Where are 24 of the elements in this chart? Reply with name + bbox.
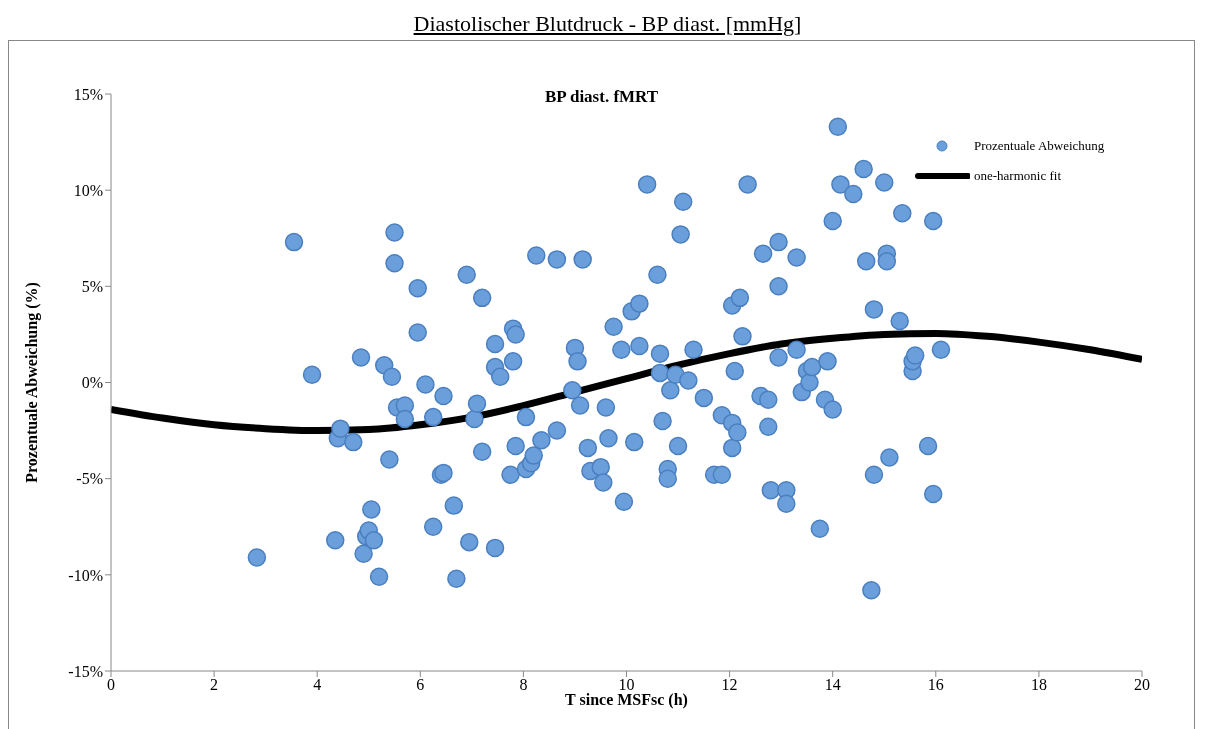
x-tick-label: 6 bbox=[416, 676, 425, 694]
x-tick-label: 2 bbox=[210, 676, 219, 694]
x-tick-label: 12 bbox=[721, 676, 738, 694]
x-tick-label: 0 bbox=[107, 676, 115, 694]
x-tick-label: 18 bbox=[1030, 676, 1047, 694]
y-tick-label: 10% bbox=[73, 181, 103, 199]
y-tick-label: 0% bbox=[81, 374, 103, 392]
legend-label: Prozentuale Abweichung bbox=[974, 138, 1105, 154]
x-tick-label: 14 bbox=[824, 676, 841, 694]
chart-title: Diastolischer Blutdruck - BP diast. [mmHg] bbox=[412, 10, 803, 38]
x-tick-label: 8 bbox=[519, 676, 528, 694]
chart-subtitle: BP diast. fMRT bbox=[544, 87, 659, 106]
x-tick-label: 20 bbox=[1134, 676, 1150, 694]
y-tick-label: -5% bbox=[76, 470, 103, 488]
y-tick-label: -10% bbox=[68, 566, 103, 584]
y-tick-label: 5% bbox=[81, 278, 103, 296]
x-tick-label: 10 bbox=[618, 676, 635, 694]
y-tick-label: -15% bbox=[68, 662, 103, 680]
x-tick-label: 4 bbox=[313, 676, 322, 694]
legend-label: one-harmonic fit bbox=[974, 168, 1061, 184]
x-tick-label: 16 bbox=[927, 676, 944, 694]
y-axis-title: Prozentuale Abweichung (%) bbox=[22, 282, 41, 483]
x-axis-title: T since MSFsc (h) bbox=[565, 691, 688, 709]
y-tick-label: 15% bbox=[73, 85, 103, 103]
